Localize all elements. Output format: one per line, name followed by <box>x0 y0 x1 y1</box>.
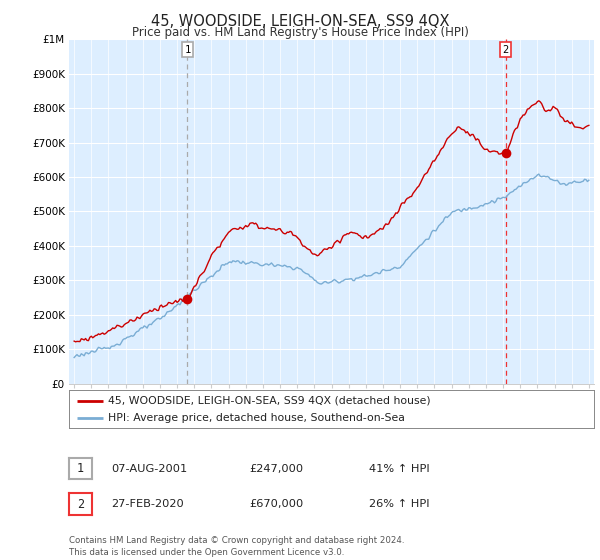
Text: HPI: Average price, detached house, Southend-on-Sea: HPI: Average price, detached house, Sout… <box>109 413 405 423</box>
Text: 26% ↑ HPI: 26% ↑ HPI <box>369 499 430 509</box>
Text: 2: 2 <box>503 45 509 54</box>
Text: 27-FEB-2020: 27-FEB-2020 <box>111 499 184 509</box>
Text: Price paid vs. HM Land Registry's House Price Index (HPI): Price paid vs. HM Land Registry's House … <box>131 26 469 39</box>
Text: 45, WOODSIDE, LEIGH-ON-SEA, SS9 4QX (detached house): 45, WOODSIDE, LEIGH-ON-SEA, SS9 4QX (det… <box>109 395 431 405</box>
Text: £247,000: £247,000 <box>249 464 303 474</box>
Text: 41% ↑ HPI: 41% ↑ HPI <box>369 464 430 474</box>
Text: 1: 1 <box>77 462 84 475</box>
Text: 45, WOODSIDE, LEIGH-ON-SEA, SS9 4QX: 45, WOODSIDE, LEIGH-ON-SEA, SS9 4QX <box>151 14 449 29</box>
Text: 2: 2 <box>77 497 84 511</box>
Text: Contains HM Land Registry data © Crown copyright and database right 2024.
This d: Contains HM Land Registry data © Crown c… <box>69 536 404 557</box>
Text: 07-AUG-2001: 07-AUG-2001 <box>111 464 187 474</box>
Text: 1: 1 <box>184 45 191 54</box>
Text: £670,000: £670,000 <box>249 499 303 509</box>
